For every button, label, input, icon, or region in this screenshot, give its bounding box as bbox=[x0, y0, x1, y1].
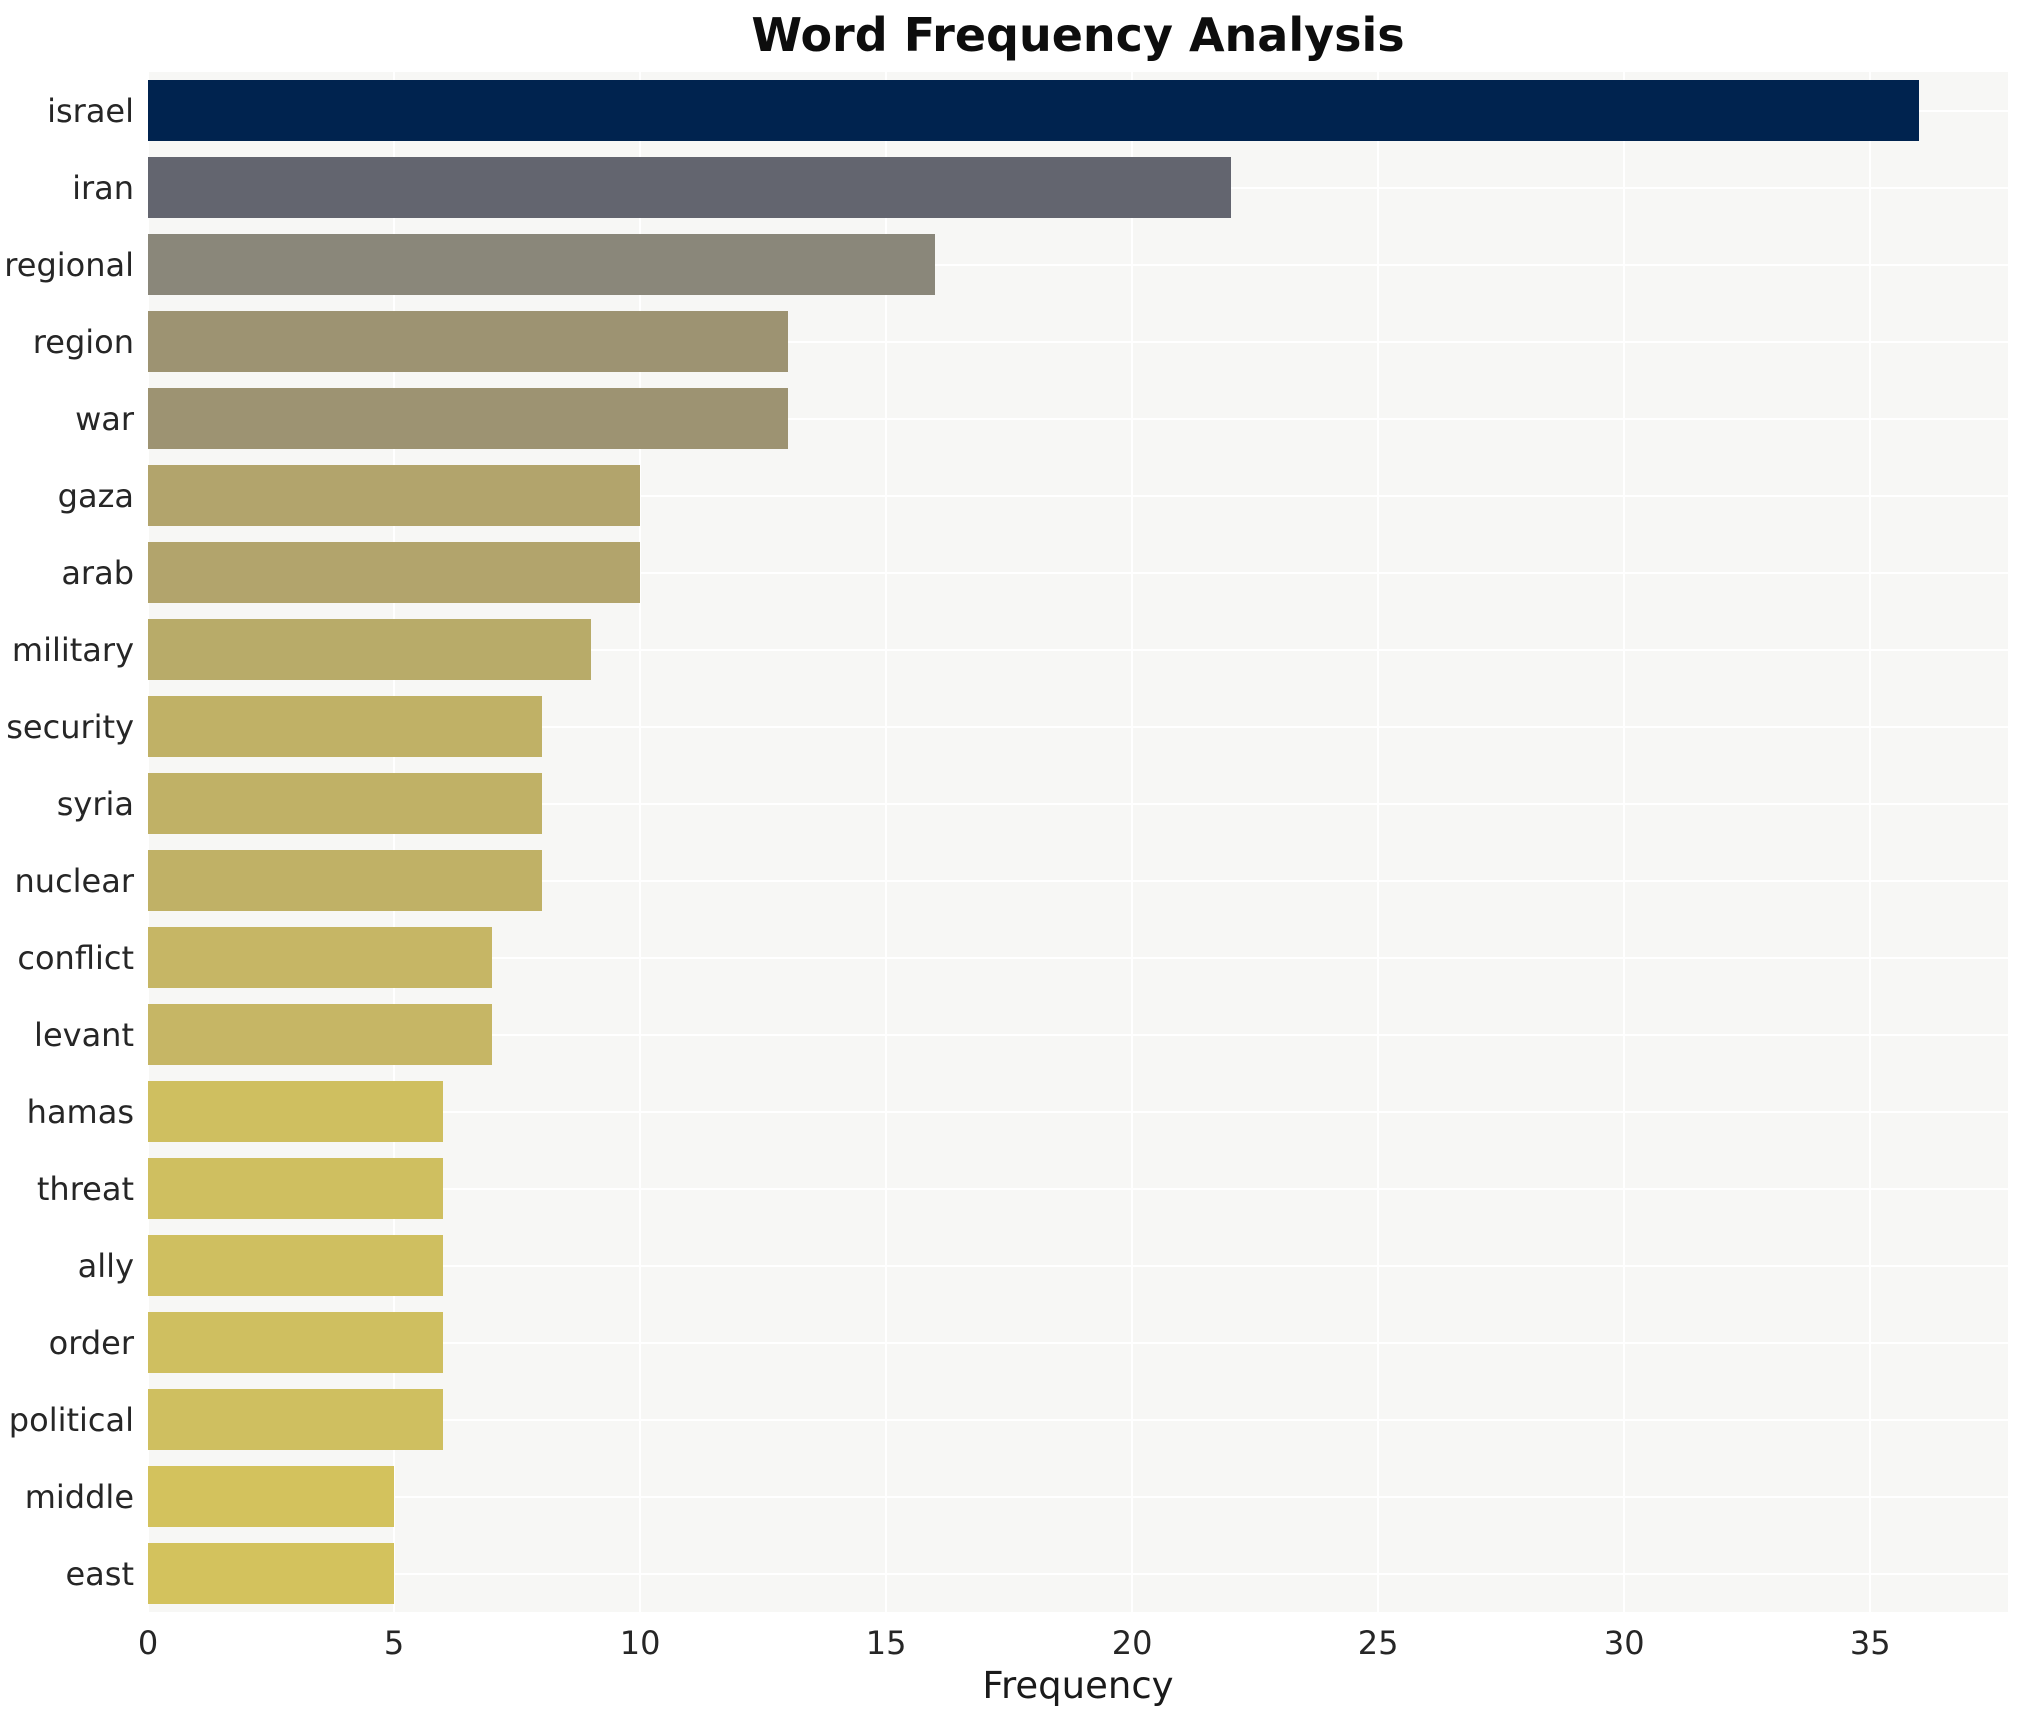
vertical-gridline bbox=[885, 72, 888, 1612]
vertical-gridline bbox=[1131, 72, 1134, 1612]
horizontal-gridline bbox=[148, 956, 2008, 959]
y-axis-label-order: order bbox=[48, 1323, 134, 1362]
horizontal-gridline bbox=[148, 1418, 2008, 1421]
y-axis-label-arab: arab bbox=[61, 553, 134, 592]
horizontal-gridline bbox=[148, 263, 2008, 266]
y-axis-label-ally: ally bbox=[77, 1246, 134, 1285]
x-tick-15: 15 bbox=[865, 1624, 907, 1662]
bar-gaza bbox=[148, 464, 641, 527]
bar-conflict bbox=[148, 926, 493, 989]
x-axis-title: Frequency bbox=[982, 1664, 1174, 1707]
horizontal-gridline bbox=[148, 802, 2008, 805]
y-axis-label-east: east bbox=[65, 1554, 134, 1593]
x-tick-10: 10 bbox=[619, 1624, 661, 1662]
x-tick-5: 5 bbox=[383, 1624, 405, 1662]
horizontal-gridline bbox=[148, 1264, 2008, 1267]
y-axis-label-hamas: hamas bbox=[26, 1092, 134, 1131]
y-axis-label-gaza: gaza bbox=[57, 476, 134, 515]
y-axis-label-syria: syria bbox=[56, 784, 134, 823]
bar-syria bbox=[148, 772, 542, 835]
y-axis-label-levant: levant bbox=[34, 1015, 134, 1054]
y-axis-label-iran: iran bbox=[72, 168, 134, 207]
x-tick-0: 0 bbox=[137, 1624, 159, 1662]
x-tick-30: 30 bbox=[1603, 1624, 1645, 1662]
horizontal-gridline bbox=[148, 494, 2008, 497]
y-axis-label-israel: israel bbox=[47, 91, 134, 130]
bar-iran bbox=[148, 156, 1231, 219]
vertical-gridline bbox=[639, 72, 642, 1612]
bar-security bbox=[148, 695, 542, 758]
horizontal-gridline bbox=[148, 417, 2008, 420]
horizontal-gridline bbox=[148, 1033, 2008, 1036]
y-axis-label-conflict: conflict bbox=[17, 938, 134, 977]
y-axis-label-nuclear: nuclear bbox=[14, 861, 135, 900]
horizontal-gridline bbox=[148, 1187, 2008, 1190]
y-axis-label-region: region bbox=[32, 322, 134, 361]
bar-middle bbox=[148, 1465, 395, 1528]
x-tick-20: 20 bbox=[1111, 1624, 1153, 1662]
y-axis-label-war: war bbox=[75, 399, 134, 438]
bar-order bbox=[148, 1311, 444, 1374]
horizontal-gridline bbox=[148, 1110, 2008, 1113]
bar-war bbox=[148, 387, 788, 450]
horizontal-gridline bbox=[148, 725, 2008, 728]
bar-political bbox=[148, 1388, 444, 1451]
bar-threat bbox=[148, 1157, 444, 1220]
horizontal-gridline bbox=[148, 879, 2008, 882]
bar-levant bbox=[148, 1003, 493, 1066]
horizontal-gridline bbox=[148, 648, 2008, 651]
vertical-gridline bbox=[1377, 72, 1380, 1612]
vertical-gridline bbox=[1623, 72, 1626, 1612]
x-tick-25: 25 bbox=[1357, 1624, 1399, 1662]
horizontal-gridline bbox=[148, 1341, 2008, 1344]
bar-nuclear bbox=[148, 849, 542, 912]
vertical-gridline bbox=[393, 72, 396, 1612]
vertical-gridline bbox=[1869, 72, 1872, 1612]
vertical-gridline bbox=[147, 72, 149, 1612]
bar-arab bbox=[148, 541, 641, 604]
bar-israel bbox=[148, 79, 1920, 142]
bar-military bbox=[148, 618, 591, 681]
y-axis-label-threat: threat bbox=[36, 1169, 134, 1208]
horizontal-gridline bbox=[148, 340, 2008, 343]
x-tick-35: 35 bbox=[1849, 1624, 1891, 1662]
y-axis-label-regional: regional bbox=[4, 245, 134, 284]
bar-region bbox=[148, 310, 788, 373]
horizontal-gridline bbox=[148, 571, 2008, 574]
chart-title: Word Frequency Analysis bbox=[751, 8, 1405, 62]
bar-regional bbox=[148, 233, 936, 296]
y-axis-label-security: security bbox=[6, 707, 134, 746]
bar-east bbox=[148, 1542, 395, 1605]
y-axis-label-military: military bbox=[11, 630, 134, 669]
bar-hamas bbox=[148, 1080, 444, 1143]
y-axis-label-political: political bbox=[8, 1400, 134, 1439]
horizontal-gridline bbox=[148, 1572, 2008, 1575]
y-axis-label-middle: middle bbox=[24, 1477, 134, 1516]
plot-area bbox=[147, 72, 2008, 1612]
bar-ally bbox=[148, 1234, 444, 1297]
horizontal-gridline bbox=[148, 1495, 2008, 1498]
